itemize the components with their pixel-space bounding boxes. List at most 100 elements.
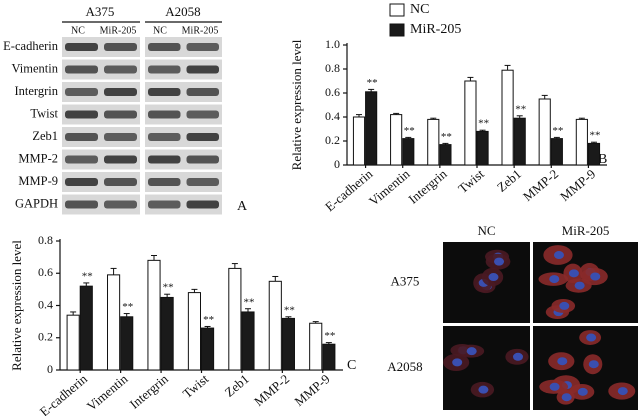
- significance: **: [441, 131, 452, 143]
- blot-band: [104, 110, 137, 119]
- significance: **: [478, 118, 489, 130]
- nucleus: [452, 358, 463, 367]
- significance: **: [163, 282, 174, 294]
- blot-band: [148, 65, 181, 74]
- blot-band: [65, 88, 98, 96]
- significance: **: [324, 330, 335, 342]
- significance: **: [515, 103, 526, 115]
- y-tick-label: 0.6: [325, 85, 340, 99]
- x-tick-label: Twist: [455, 166, 487, 196]
- blot-strip: [62, 149, 140, 170]
- bar: [66, 314, 80, 371]
- x-tick-label: Zeb1: [222, 371, 252, 400]
- significance: **: [552, 125, 563, 137]
- bar: [513, 117, 526, 166]
- blot-band: [186, 200, 219, 209]
- blot-band: [104, 200, 137, 209]
- bar: [550, 138, 563, 166]
- blot-lane: NC: [153, 25, 167, 36]
- blot-band: [65, 110, 98, 119]
- blot-row-label: MMP-9: [18, 174, 58, 188]
- blot-band: [104, 133, 137, 141]
- blot-band: [186, 88, 219, 96]
- x-tick-label: MMP-9: [291, 371, 332, 409]
- significance: **: [122, 301, 133, 313]
- significance: **: [82, 270, 93, 282]
- panel-label: A: [237, 199, 248, 214]
- bar: [268, 280, 282, 371]
- blot-band: [148, 88, 181, 96]
- blot-strip: [145, 37, 222, 57]
- bar: [187, 292, 202, 371]
- blot-strip: [145, 104, 222, 125]
- bar: [241, 311, 255, 371]
- panel-label: C: [347, 358, 356, 373]
- blot-row-label: GAPDH: [15, 196, 58, 210]
- blot-band: [65, 65, 98, 74]
- nucleus: [590, 272, 601, 281]
- nucleus: [549, 275, 560, 284]
- y-tick-label: 0.2: [38, 330, 53, 344]
- x-tick-label: E-cadherin: [37, 371, 91, 416]
- blot-strip: [62, 172, 140, 192]
- bar: [160, 296, 174, 371]
- fluorescence-image: [443, 242, 530, 323]
- blot-row-label: E-cadherin: [3, 39, 59, 53]
- x-tick-label: MMP-9: [557, 166, 598, 204]
- x-tick-label: E-cadherin: [322, 166, 376, 214]
- bar: [120, 316, 134, 371]
- fluorescence-image: [533, 326, 638, 410]
- blot-strip: [62, 82, 140, 102]
- blot-band: [186, 110, 219, 119]
- blot-band: [104, 88, 137, 96]
- bar: [107, 274, 121, 371]
- fluorescence-image: [533, 242, 638, 323]
- nucleus: [553, 251, 564, 260]
- blot-strip: [145, 172, 222, 192]
- nucleus: [466, 347, 477, 356]
- y-axis-label: Relative expression level: [9, 240, 24, 371]
- blot-row-label: Vimentin: [12, 61, 59, 75]
- y-tick-label: 1.0: [325, 37, 340, 51]
- blot-lane: MiR-205: [100, 25, 137, 36]
- blot-band: [186, 65, 219, 74]
- y-axis-label: Relative expression level: [289, 39, 304, 170]
- y-tick-label: 0.4: [38, 297, 53, 311]
- bar: [201, 327, 215, 371]
- blot-strip: [145, 59, 222, 80]
- bar: [390, 114, 403, 166]
- blot-band: [65, 178, 98, 186]
- nucleus: [617, 387, 628, 396]
- image-column-label: MiR-205: [562, 223, 610, 238]
- blot-strip: [62, 59, 140, 80]
- x-tick-label: MMP-2: [251, 371, 292, 409]
- blot-band: [148, 43, 181, 51]
- blot-strip: [145, 194, 222, 215]
- y-tick-label: 0.8: [38, 233, 53, 247]
- bar: [439, 144, 452, 166]
- blot-band: [186, 133, 219, 141]
- nucleus: [574, 281, 585, 290]
- blot-band: [104, 155, 137, 164]
- bar: [427, 118, 440, 166]
- nucleus: [549, 382, 560, 391]
- x-tick-label: Intergrin: [405, 166, 450, 207]
- blot-row-label: Zeb1: [32, 129, 58, 143]
- bar: [538, 98, 551, 166]
- significance: **: [404, 125, 415, 137]
- bar: [352, 116, 366, 166]
- image-row-label: A375: [391, 273, 420, 288]
- blot-strip: [62, 194, 140, 215]
- blot-strip: [145, 82, 222, 102]
- bar: [402, 138, 415, 166]
- x-tick-label: Intergrin: [127, 371, 172, 412]
- x-tick-label: Twist: [180, 371, 212, 401]
- blot-strip: [62, 127, 140, 147]
- blot-band: [148, 178, 181, 186]
- blot-band: [65, 43, 98, 51]
- blot-strip: [145, 127, 222, 147]
- bar: [587, 142, 601, 166]
- blot-row-label: MMP-2: [18, 151, 58, 165]
- bar: [281, 317, 295, 371]
